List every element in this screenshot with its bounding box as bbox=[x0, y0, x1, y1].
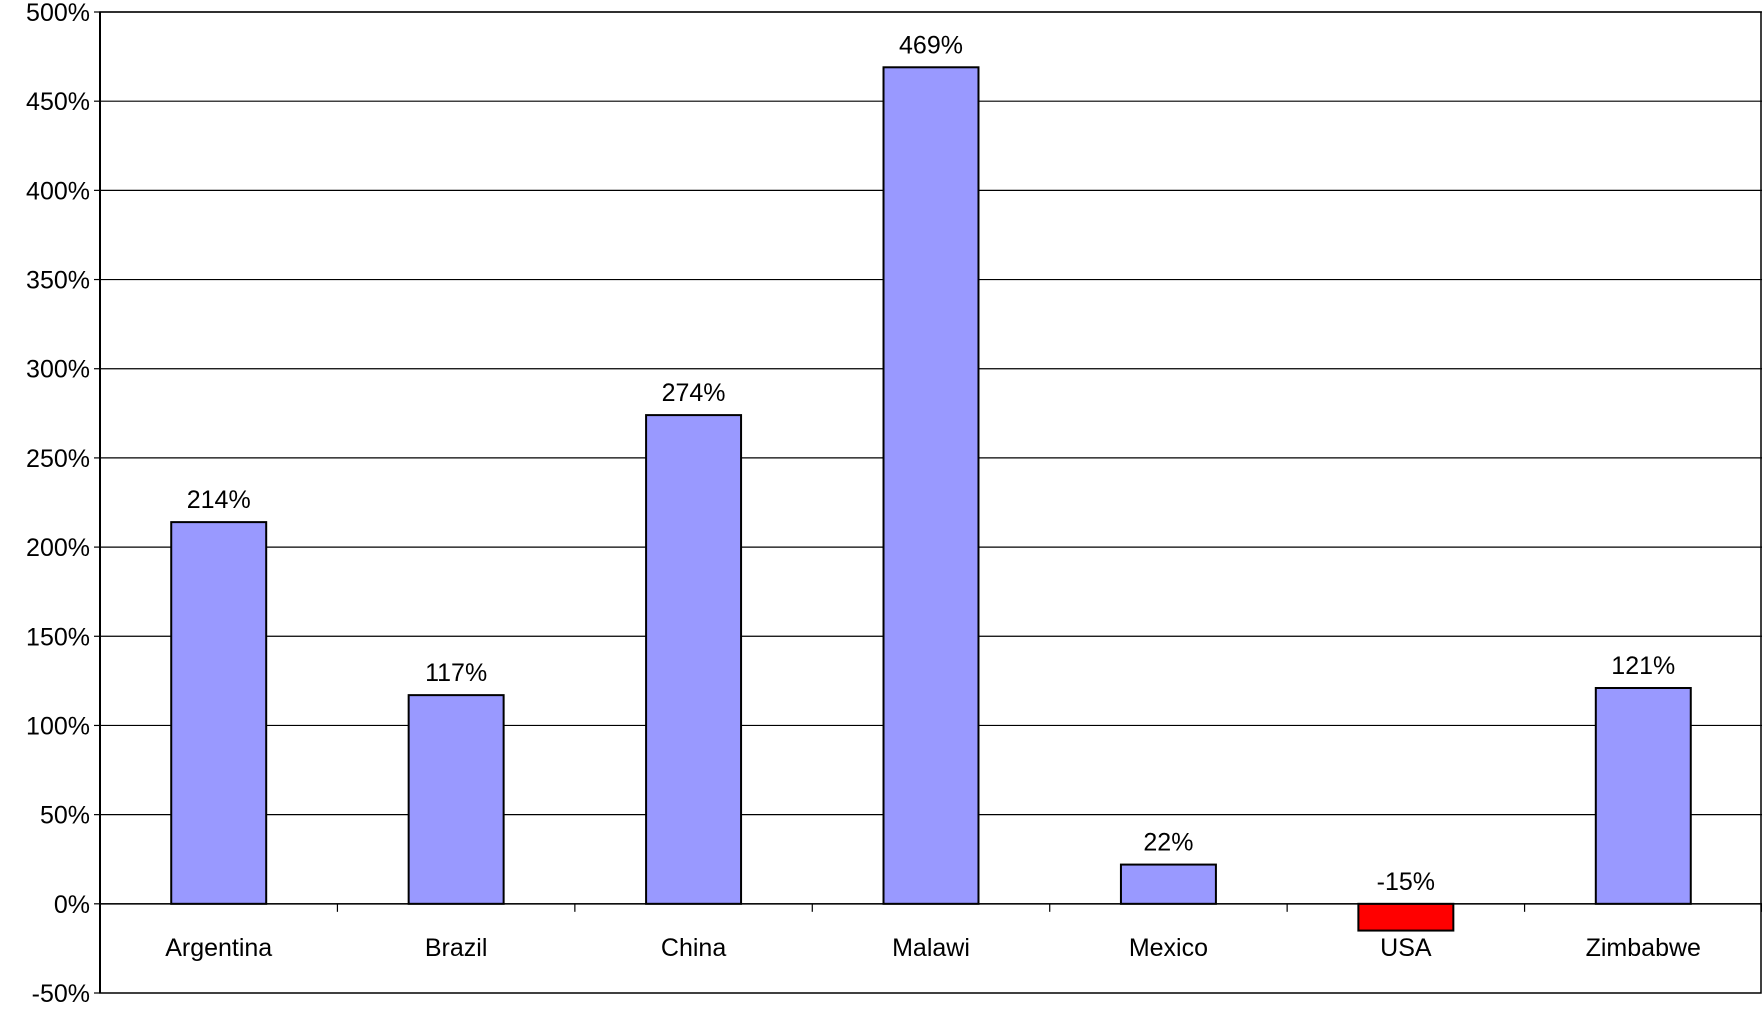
y-tick-label: 300% bbox=[26, 356, 90, 384]
y-tick-label: 200% bbox=[26, 534, 90, 562]
y-tick-label: 450% bbox=[26, 88, 90, 116]
bar-china bbox=[645, 414, 743, 905]
data-label: 274% bbox=[662, 379, 726, 407]
bar-zimbabwe bbox=[1594, 686, 1692, 905]
bar-malawi bbox=[882, 66, 980, 905]
bar-argentina bbox=[170, 521, 268, 905]
x-tick-label: Argentina bbox=[165, 934, 272, 962]
data-label: 469% bbox=[899, 31, 963, 59]
y-tick-label: 400% bbox=[26, 177, 90, 205]
x-tick-label: Brazil bbox=[425, 934, 488, 962]
x-tick-label: USA bbox=[1380, 934, 1432, 962]
data-label: 121% bbox=[1611, 652, 1675, 680]
data-label: -15% bbox=[1377, 868, 1435, 896]
bar-brazil bbox=[407, 694, 505, 905]
labels: -50% 0% 50% 100% 150% 200% 250% 300% 350% 400% 450… bbox=[26, 0, 1701, 1008]
y-tick-label: 250% bbox=[26, 445, 90, 473]
data-label: 117% bbox=[425, 659, 487, 687]
data-label: 214% bbox=[187, 486, 251, 514]
axes bbox=[94, 11, 1762, 994]
bar-mexico bbox=[1119, 863, 1217, 905]
y-tick-label: 500% bbox=[26, 0, 90, 27]
y-tick-label: 50% bbox=[40, 802, 90, 830]
x-tick-label: China bbox=[661, 934, 726, 962]
y-tick-label: 100% bbox=[26, 712, 90, 740]
y-tick-label: 350% bbox=[26, 267, 90, 295]
x-tick-label: Mexico bbox=[1129, 934, 1208, 962]
y-tick-label: 150% bbox=[26, 623, 90, 651]
x-tick-label: Zimbabwe bbox=[1586, 934, 1701, 962]
data-label: 22% bbox=[1143, 829, 1193, 857]
bars bbox=[170, 66, 1692, 932]
y-tick-label: -50% bbox=[32, 980, 90, 1007]
x-tick-label: Malawi bbox=[892, 934, 970, 962]
bar-usa bbox=[1357, 902, 1455, 932]
y-tick-label: 0% bbox=[54, 891, 90, 919]
